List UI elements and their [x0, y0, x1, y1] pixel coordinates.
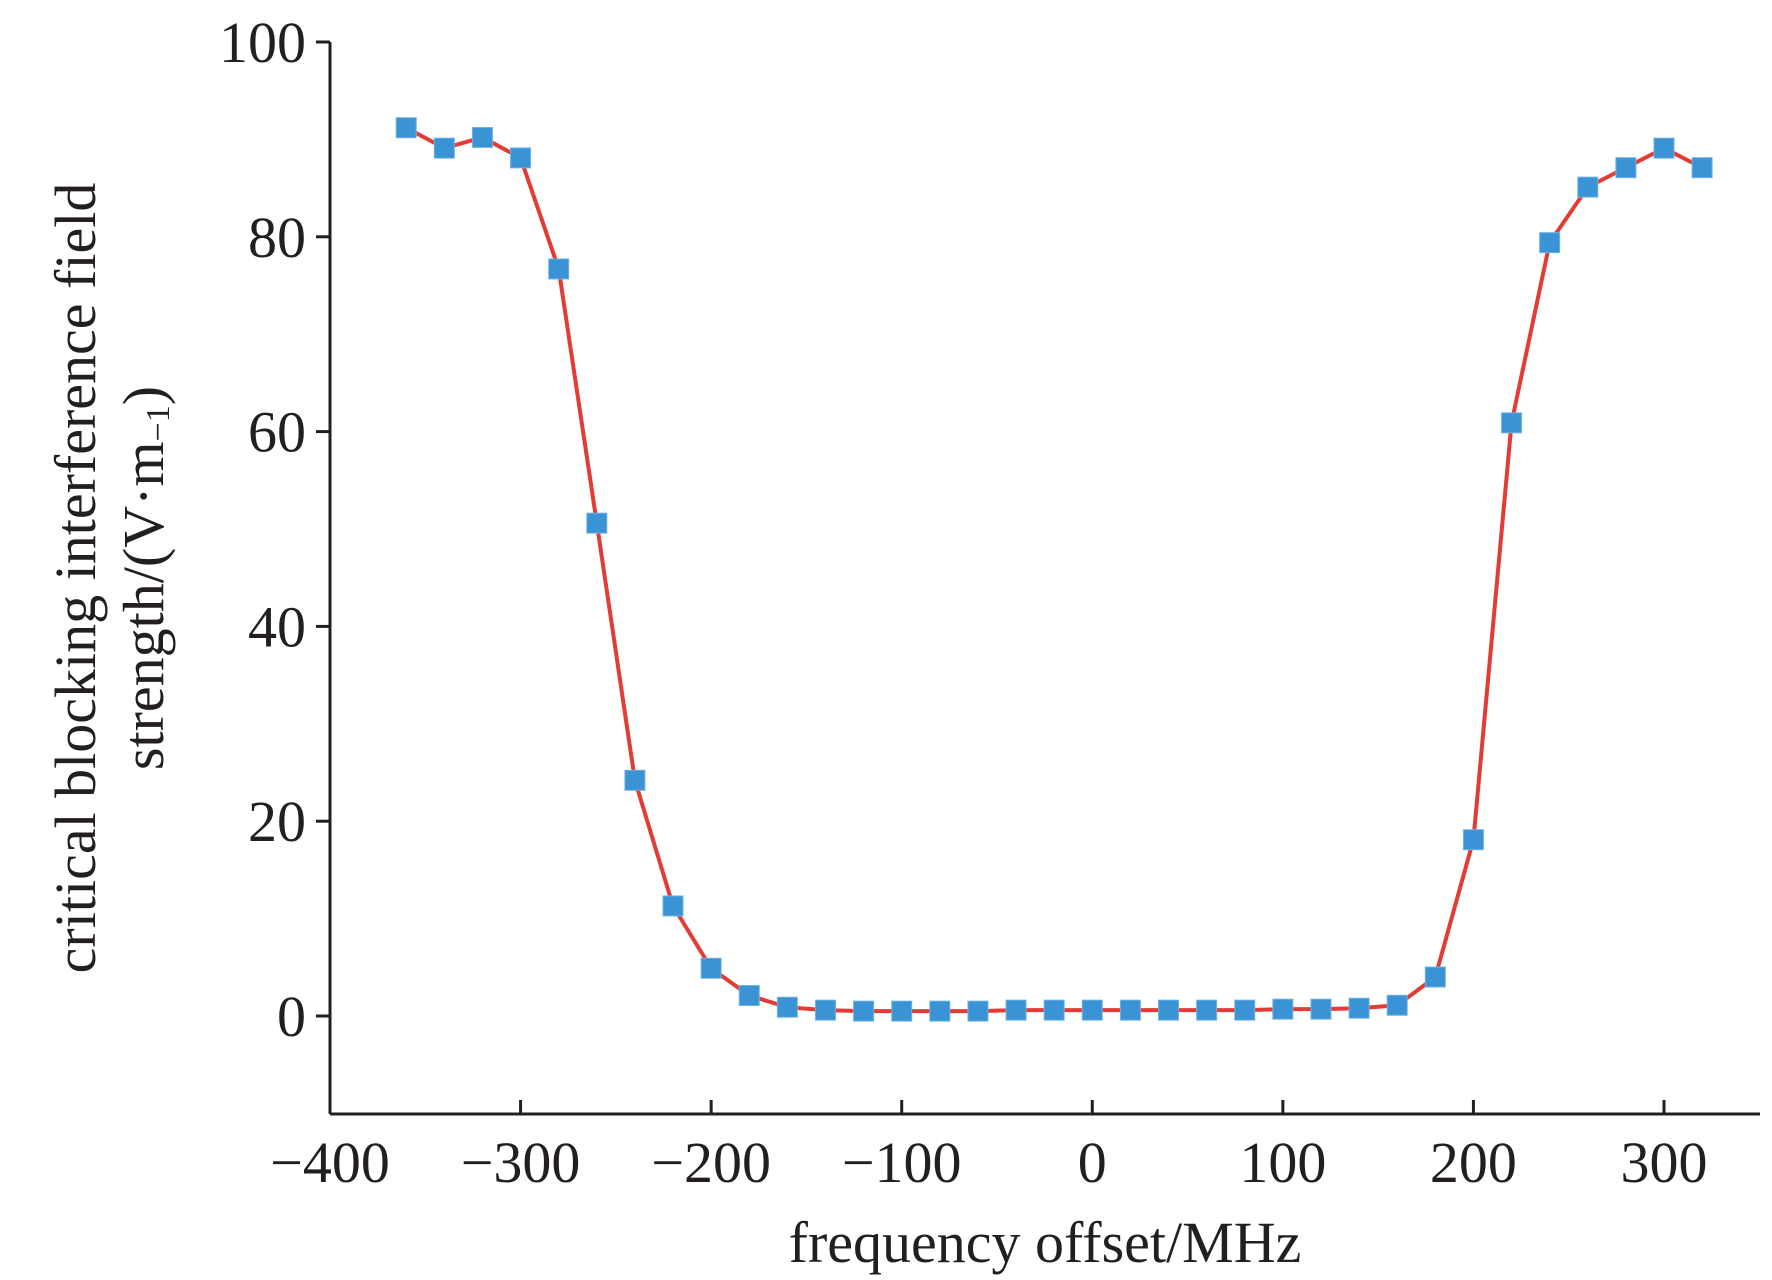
data-point	[510, 147, 532, 169]
data-point	[776, 996, 798, 1018]
data-point	[548, 258, 570, 280]
x-tick-label: −200	[651, 1130, 771, 1195]
data-point	[1691, 157, 1713, 179]
x-tick-label: −100	[842, 1130, 962, 1195]
data-point	[1043, 999, 1065, 1021]
data-point	[433, 137, 455, 159]
x-axis-label: frequency offset/MHz	[789, 1210, 1302, 1275]
data-point	[1653, 137, 1675, 159]
y-axis-label-line2: strength/(V·m−1)	[111, 386, 177, 770]
x-tick-label: 200	[1430, 1130, 1517, 1195]
data-point	[1272, 998, 1294, 1020]
data-point	[1615, 157, 1637, 179]
data-point	[1501, 412, 1523, 434]
data-point	[891, 1000, 913, 1022]
axes	[328, 42, 1760, 1116]
x-tick-label: −300	[461, 1130, 581, 1195]
data-point	[471, 126, 493, 148]
data-point	[1577, 176, 1599, 198]
data-point	[1081, 999, 1103, 1021]
y-tick-label: 80	[248, 205, 306, 270]
data-point	[1462, 829, 1484, 851]
data-point	[1539, 232, 1561, 254]
data-point	[1386, 994, 1408, 1016]
y-axis-label-line1: critical blocking interference field	[43, 183, 108, 974]
data-point	[1424, 966, 1446, 988]
y-tick-label: 60	[248, 400, 306, 465]
data-point	[1310, 998, 1332, 1020]
data-point	[1158, 999, 1180, 1021]
y-tick-label: 0	[277, 984, 306, 1049]
y-tick-label: 20	[248, 789, 306, 854]
data-point	[1005, 999, 1027, 1021]
y-tick-label: 40	[248, 594, 306, 659]
x-tick-label: 300	[1621, 1130, 1708, 1195]
data-point	[395, 117, 417, 139]
data-point	[1196, 999, 1218, 1021]
data-point	[1234, 999, 1256, 1021]
data-point	[1348, 997, 1370, 1019]
data-point	[1119, 999, 1141, 1021]
y-tick-label: 100	[219, 10, 306, 75]
series-line	[405, 125, 1704, 1014]
data-point	[853, 1000, 875, 1022]
x-tick-label: −400	[270, 1130, 390, 1195]
data-point	[967, 1000, 989, 1022]
data-point	[814, 999, 836, 1021]
x-tick-label: 0	[1078, 1130, 1107, 1195]
data-point	[929, 1000, 951, 1022]
data-point	[624, 769, 646, 791]
data-point	[738, 985, 760, 1007]
data-point	[700, 957, 722, 979]
data-point	[662, 895, 684, 917]
x-tick-label: 100	[1239, 1130, 1326, 1195]
data-point	[586, 512, 608, 534]
